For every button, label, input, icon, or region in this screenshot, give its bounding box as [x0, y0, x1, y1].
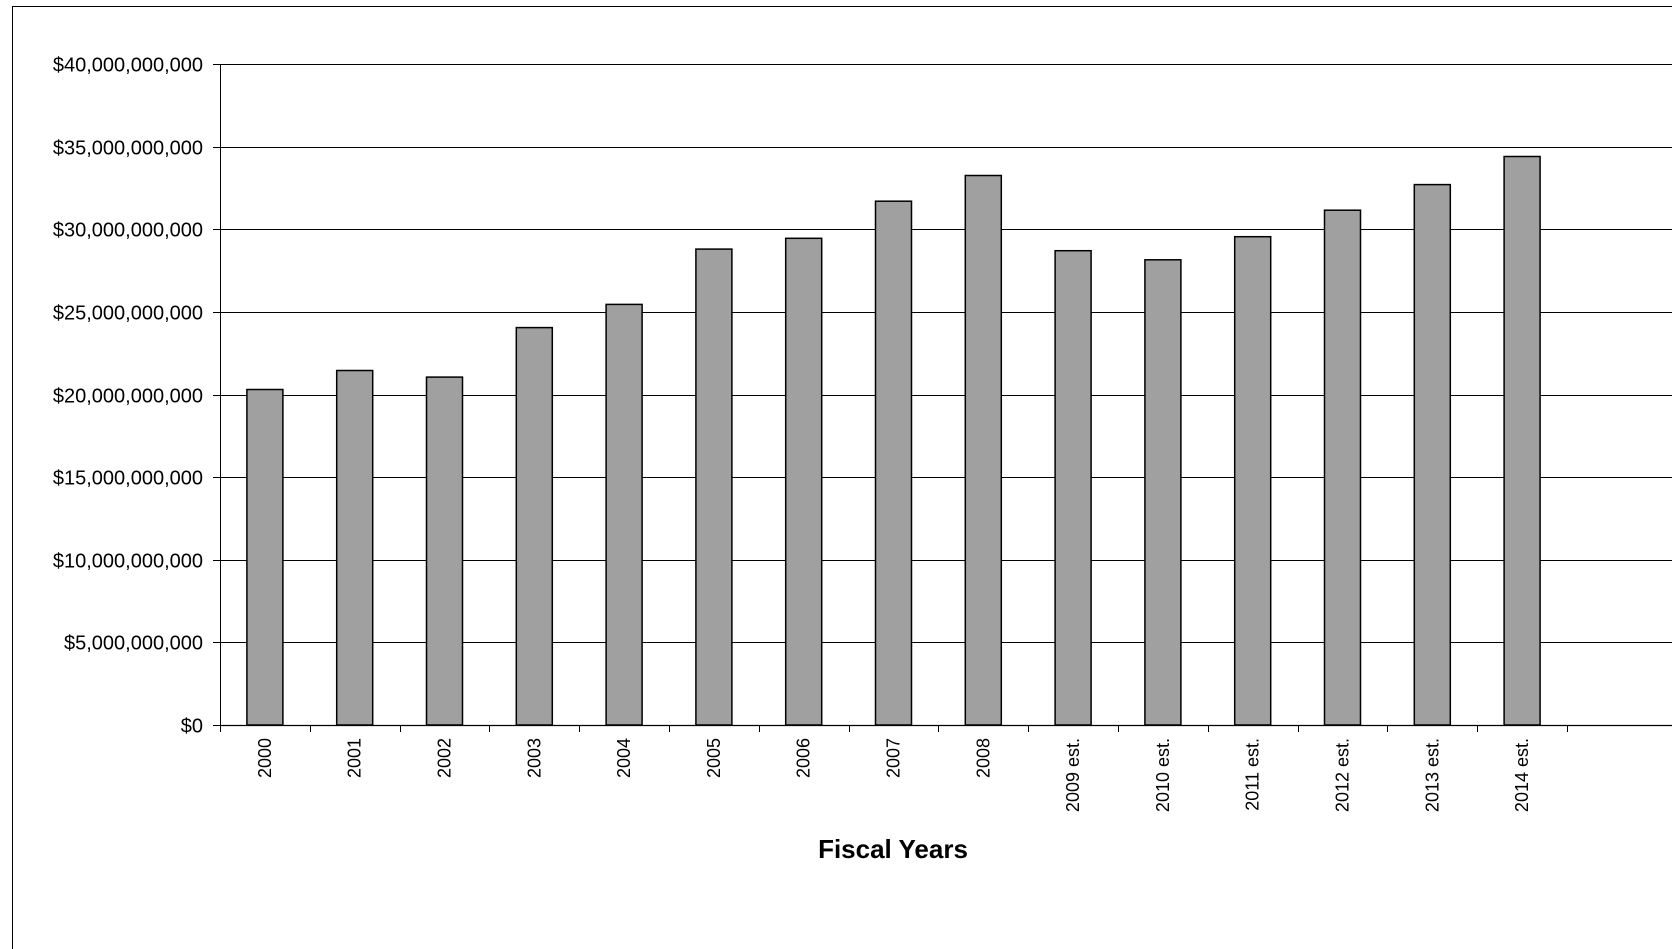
x-tick-label: 2004 — [614, 738, 634, 778]
axes — [213, 64, 1672, 732]
x-tick-label: 2014 est. — [1512, 738, 1532, 812]
x-tick-label: 2007 — [884, 738, 904, 778]
x-tick-label: 2012 est. — [1333, 738, 1353, 812]
y-tick-label: $5,000,000,000 — [64, 633, 203, 655]
bar — [1413, 183, 1452, 726]
x-axis-title: Fiscal Years — [818, 834, 968, 864]
bar — [246, 388, 284, 726]
bar — [1503, 155, 1541, 726]
x-tick-label: 2001 — [345, 738, 365, 778]
bar — [605, 303, 643, 726]
y-tick-label: $0 — [181, 716, 203, 738]
y-tick-label: $25,000,000,000 — [53, 303, 203, 325]
bar — [1233, 235, 1272, 726]
y-tick-label: $30,000,000,000 — [53, 220, 203, 242]
x-tick-label: 2003 — [524, 738, 544, 778]
x-tick-labels: 2000 2001 2002 2003 2004 2005 2006 2007 2008 2009… — [255, 738, 1532, 812]
bar — [425, 376, 464, 726]
x-tick-label: 2002 — [435, 738, 455, 778]
bars — [246, 155, 1541, 726]
x-tick-label: 2000 — [255, 738, 275, 778]
bar — [784, 237, 823, 726]
x-tick-label: 2006 — [794, 738, 814, 778]
y-tick-label: $20,000,000,000 — [53, 386, 203, 408]
bar — [874, 200, 913, 726]
y-tick-label: $40,000,000,000 — [53, 55, 203, 77]
bar — [964, 174, 1003, 726]
x-tick-label: 2013 est. — [1422, 738, 1442, 812]
y-tick-label: $10,000,000,000 — [53, 551, 203, 573]
x-tick-label: 2011 est. — [1243, 738, 1263, 811]
bar — [1323, 209, 1362, 726]
bar — [515, 326, 554, 726]
y-tick-label: $15,000,000,000 — [53, 468, 203, 490]
bar — [695, 248, 733, 726]
bar — [1144, 259, 1182, 726]
bar — [1054, 249, 1092, 726]
bar — [335, 369, 374, 726]
x-tick-label: 2005 — [704, 738, 724, 778]
x-tick-label: 2010 est. — [1153, 738, 1173, 812]
y-tick-label: $35,000,000,000 — [53, 138, 203, 160]
x-tick-label: 2009 est. — [1063, 738, 1083, 812]
chart-frame — [12, 6, 1672, 949]
x-tick-label: 2008 — [973, 738, 993, 778]
y-tick-labels: $0 $5,000,000,000 $10,000,000,000 $15,000,0… — [53, 55, 203, 738]
